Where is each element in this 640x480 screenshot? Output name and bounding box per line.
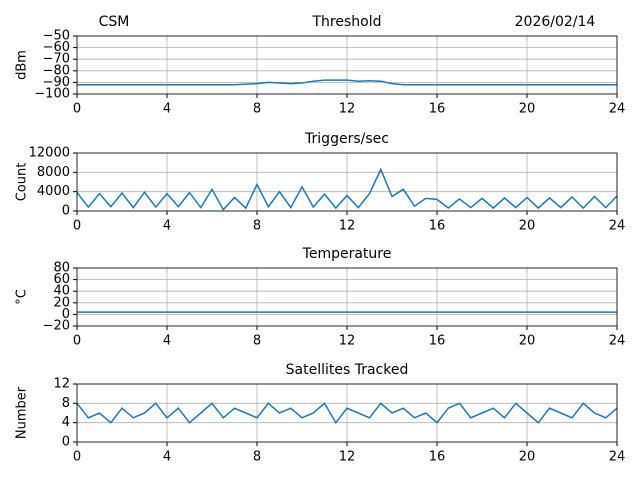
chart-title: Temperature	[302, 246, 392, 262]
y-tick-label: 12	[53, 377, 70, 392]
right-title: 2026/02/14	[515, 14, 596, 30]
y-tick-label: −50	[43, 29, 70, 44]
plot-frame	[76, 35, 618, 95]
x-tick-label: 8	[253, 450, 261, 465]
x-tick-label: 16	[429, 219, 446, 234]
plot-frame	[76, 267, 618, 327]
x-tick-label: 0	[73, 450, 81, 465]
data-line	[76, 402, 618, 425]
x-tick-label: 20	[519, 334, 536, 349]
x-tick-label: 12	[339, 219, 356, 234]
x-tick-label: 20	[519, 102, 536, 117]
y-tick-label: 0	[62, 307, 70, 322]
chart-title: Threshold	[312, 14, 382, 30]
y-tick-label: 20	[53, 295, 70, 310]
y-axis-label: °C	[15, 289, 30, 305]
y-tick-label: −90	[43, 75, 70, 90]
chart-title: Triggers/sec	[304, 131, 389, 147]
data-line	[77, 79, 617, 86]
x-tick-label: 4	[163, 334, 171, 349]
y-axis-label: Number	[15, 386, 30, 439]
x-tick-label: 20	[519, 219, 536, 234]
y-tick-label: 60	[53, 272, 70, 287]
y-axis-label: dBm	[15, 50, 30, 80]
y-tick-label: −80	[43, 63, 70, 78]
y-tick-label: 80	[53, 261, 70, 276]
plot-frame	[76, 383, 618, 443]
x-tick-label: 12	[339, 450, 356, 465]
y-axis-label: Count	[15, 163, 30, 202]
x-tick-label: 4	[163, 219, 171, 234]
y-tick-label: 0	[62, 435, 70, 450]
chart-title: Satellites Tracked	[286, 362, 409, 378]
x-tick-label: 0	[73, 334, 81, 349]
x-tick-label: 8	[253, 102, 261, 117]
y-tick-label: 12000	[29, 146, 70, 161]
plot-frame	[76, 152, 618, 212]
data-line	[76, 167, 618, 211]
x-tick-label: 16	[429, 334, 446, 349]
x-tick-label: 24	[609, 219, 626, 234]
x-tick-label: 24	[609, 450, 626, 465]
x-tick-label: 16	[429, 102, 446, 117]
x-tick-label: 8	[253, 219, 261, 234]
y-tick-label: 4000	[37, 184, 70, 199]
x-tick-label: 4	[163, 450, 171, 465]
x-tick-label: 8	[253, 334, 261, 349]
x-tick-label: 4	[163, 102, 171, 117]
y-tick-label: −100	[34, 87, 70, 102]
y-tick-label: −70	[43, 52, 70, 67]
y-tick-label: 0	[62, 204, 70, 219]
x-tick-label: 24	[609, 102, 626, 117]
y-tick-label: −20	[43, 319, 70, 334]
x-tick-label: 0	[73, 102, 81, 117]
x-tick-label: 12	[339, 102, 356, 117]
y-tick-label: 8	[62, 396, 70, 411]
y-tick-label: 40	[53, 284, 70, 299]
x-tick-label: 12	[339, 334, 356, 349]
y-tick-label: −60	[43, 40, 70, 55]
x-tick-label: 0	[73, 219, 81, 234]
left-title: CSM	[99, 14, 130, 30]
y-tick-label: 8000	[37, 165, 70, 180]
y-tick-label: 4	[62, 415, 70, 430]
x-tick-label: 16	[429, 450, 446, 465]
x-tick-label: 20	[519, 450, 536, 465]
x-tick-label: 24	[609, 334, 626, 349]
